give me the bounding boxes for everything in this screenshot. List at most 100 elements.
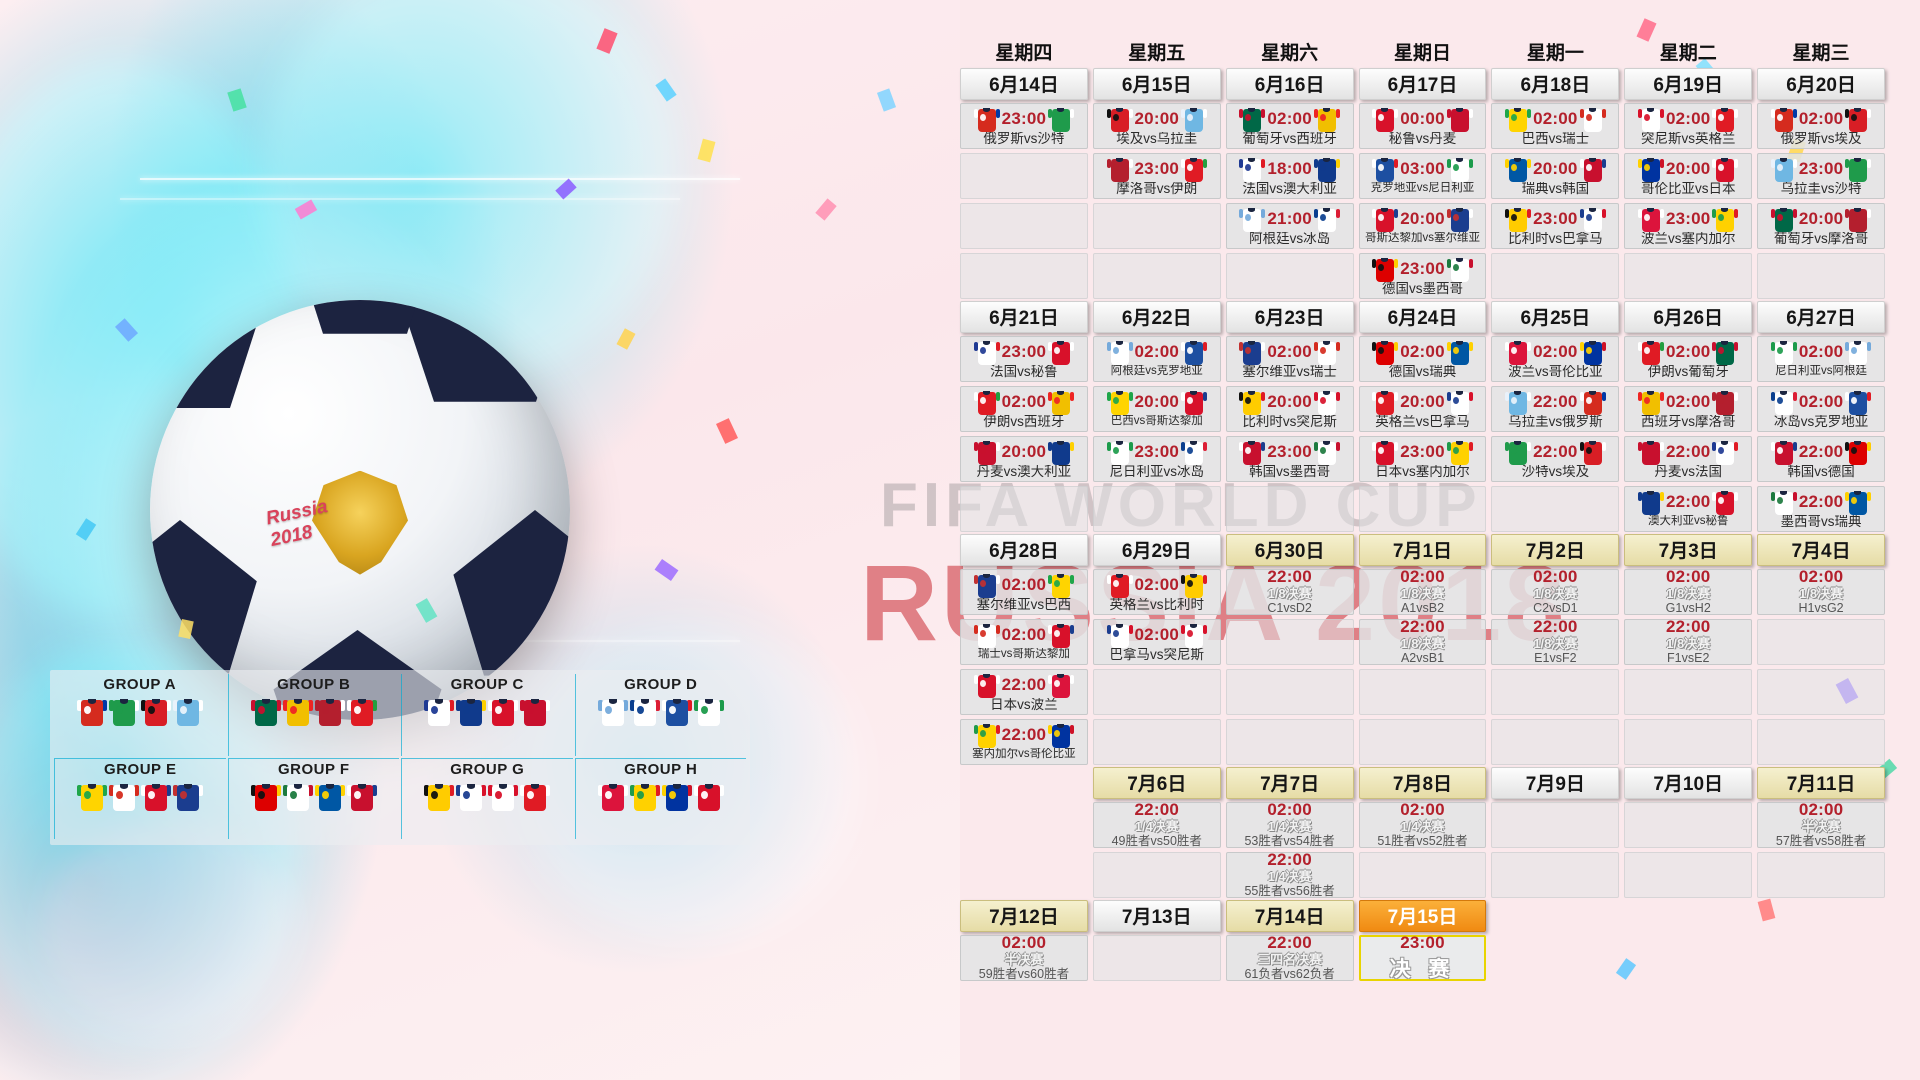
match-card[interactable]: 22:00 澳大利亚vs秘鲁: [1624, 486, 1753, 532]
date-cell-7月3日[interactable]: 7月3日: [1624, 534, 1753, 566]
match-card[interactable]: 02:00 巴拿马vs突尼斯: [1092, 619, 1221, 665]
match-card[interactable]: 22:00 塞内加尔vs哥伦比亚: [960, 719, 1088, 765]
match-card[interactable]: 02:00 西班牙vs摩洛哥: [1624, 386, 1753, 432]
group-box-e[interactable]: GROUP E: [54, 757, 226, 839]
match-card[interactable]: 02:00 尼日利亚vs阿根廷: [1757, 336, 1885, 382]
match-card[interactable]: 23:00 比利时vs巴拿马: [1491, 203, 1620, 249]
match-card[interactable]: 02:00 德国vs瑞典: [1358, 336, 1487, 382]
date-cell-7月11日[interactable]: 7月11日: [1757, 767, 1885, 799]
match-card[interactable]: 02:00 俄罗斯vs埃及: [1757, 103, 1885, 149]
date-cell-6月28日[interactable]: 6月28日: [960, 534, 1088, 566]
date-cell-7月7日[interactable]: 7月7日: [1225, 767, 1354, 799]
group-box-b[interactable]: GROUP B: [227, 674, 400, 756]
date-cell-6月21日[interactable]: 6月21日: [960, 301, 1088, 333]
match-card[interactable]: 22:00 1/4决赛 55胜者vs56胜者: [1225, 850, 1354, 898]
match-card[interactable]: 22:00 1/8决赛 A2vsB1: [1358, 617, 1487, 665]
date-cell-7月8日[interactable]: 7月8日: [1358, 767, 1487, 799]
match-card[interactable]: 02:00 伊朗vs葡萄牙: [1624, 336, 1753, 382]
date-cell-6月23日[interactable]: 6月23日: [1225, 301, 1354, 333]
match-card[interactable]: 02:00 塞尔维亚vs巴西: [960, 569, 1088, 615]
group-box-h[interactable]: GROUP H: [574, 757, 746, 839]
match-card[interactable]: 02:00 巴西vs瑞士: [1491, 103, 1620, 149]
match-card[interactable]: 20:00 埃及vs乌拉圭: [1092, 103, 1221, 149]
match-card[interactable]: 22:00 1/4决赛 49胜者vs50胜者: [1092, 800, 1221, 848]
group-box-c[interactable]: GROUP C: [401, 674, 573, 756]
match-card[interactable]: 02:00 半决赛 59胜者vs60胜者: [960, 933, 1088, 981]
match-card[interactable]: 20:00 瑞典vs韩国: [1491, 153, 1620, 199]
date-cell-6月25日[interactable]: 6月25日: [1491, 301, 1620, 333]
date-cell-7月1日[interactable]: 7月1日: [1358, 534, 1487, 566]
date-cell-7月9日[interactable]: 7月9日: [1491, 767, 1620, 799]
match-card[interactable]: 23:00 俄罗斯vs沙特: [960, 103, 1088, 149]
date-cell-6月14日[interactable]: 6月14日: [960, 68, 1088, 100]
match-card[interactable]: 23:00 乌拉圭vs沙特: [1757, 153, 1885, 199]
group-box-g[interactable]: GROUP G: [401, 757, 573, 839]
date-cell-7月6日[interactable]: 7月6日: [1092, 767, 1221, 799]
date-cell-6月26日[interactable]: 6月26日: [1624, 301, 1753, 333]
match-card[interactable]: 02:00 1/8决赛 H1vsG2: [1757, 567, 1885, 615]
date-cell-6月20日[interactable]: 6月20日: [1757, 68, 1885, 100]
date-cell-7月15日[interactable]: 7月15日: [1358, 900, 1487, 932]
match-card[interactable]: 22:00 丹麦vs法国: [1624, 436, 1753, 482]
match-card[interactable]: 02:00 伊朗vs西班牙: [960, 386, 1088, 432]
match-card[interactable]: 02:00 1/4决赛 51胜者vs52胜者: [1358, 800, 1487, 848]
match-card[interactable]: 02:00 塞尔维亚vs瑞士: [1225, 336, 1354, 382]
match-card[interactable]: 20:00 巴西vs哥斯达黎加: [1092, 386, 1221, 432]
match-card[interactable]: 23:00 韩国vs墨西哥: [1225, 436, 1354, 482]
group-box-a[interactable]: GROUP A: [54, 674, 226, 756]
match-card[interactable]: 22:00 日本vs波兰: [960, 669, 1088, 715]
match-card[interactable]: 02:00 半决赛 57胜者vs58胜者: [1757, 800, 1885, 848]
match-card[interactable]: 02:00 突尼斯vs英格兰: [1624, 103, 1753, 149]
date-cell-6月27日[interactable]: 6月27日: [1757, 301, 1885, 333]
match-card[interactable]: 02:00 葡萄牙vs西班牙: [1225, 103, 1354, 149]
date-cell-6月16日[interactable]: 6月16日: [1225, 68, 1354, 100]
date-cell-7月10日[interactable]: 7月10日: [1624, 767, 1753, 799]
date-cell-6月19日[interactable]: 6月19日: [1624, 68, 1753, 100]
match-card[interactable]: 20:00 英格兰vs巴拿马: [1358, 386, 1487, 432]
match-card[interactable]: 20:00 丹麦vs澳大利亚: [960, 436, 1088, 482]
match-card[interactable]: 02:00 英格兰vs比利时: [1092, 569, 1221, 615]
match-card[interactable]: 02:00 1/4决赛 53胜者vs54胜者: [1225, 800, 1354, 848]
date-cell-6月24日[interactable]: 6月24日: [1358, 301, 1487, 333]
match-card[interactable]: 23:00 尼日利亚vs冰岛: [1092, 436, 1221, 482]
match-card[interactable]: 23:00 法国vs秘鲁: [960, 336, 1088, 382]
match-card[interactable]: 02:00 波兰vs哥伦比亚: [1491, 336, 1620, 382]
date-cell-6月30日[interactable]: 6月30日: [1225, 534, 1354, 566]
match-card[interactable]: 18:00 法国vs澳大利亚: [1225, 153, 1354, 199]
match-card[interactable]: 03:00 克罗地亚vs尼日利亚: [1358, 153, 1487, 199]
match-card[interactable]: 00:00 秘鲁vs丹麦: [1358, 103, 1487, 149]
group-box-f[interactable]: GROUP F: [227, 757, 399, 839]
date-cell-6月17日[interactable]: 6月17日: [1358, 68, 1487, 100]
match-card[interactable]: 22:00 1/8决赛 C1vsD2: [1225, 567, 1354, 615]
match-card[interactable]: 23:00 决 赛: [1358, 933, 1487, 981]
match-card[interactable]: 22:00 沙特vs埃及: [1491, 436, 1620, 482]
match-card[interactable]: 22:00 1/8决赛 E1vsF2: [1491, 617, 1620, 665]
match-card[interactable]: 20:00 哥伦比亚vs日本: [1624, 153, 1753, 199]
match-card[interactable]: 02:00 1/8决赛 G1vsH2: [1624, 567, 1753, 615]
date-cell-7月13日[interactable]: 7月13日: [1092, 900, 1221, 932]
group-box-d[interactable]: GROUP D: [574, 674, 747, 756]
match-card[interactable]: 22:00 1/8决赛 F1vsE2: [1624, 617, 1753, 665]
date-cell-6月18日[interactable]: 6月18日: [1491, 68, 1620, 100]
match-card[interactable]: 23:00 摩洛哥vs伊朗: [1092, 153, 1221, 199]
match-card[interactable]: 23:00 波兰vs塞内加尔: [1624, 203, 1753, 249]
match-card[interactable]: 21:00 阿根廷vs冰岛: [1225, 203, 1354, 249]
match-card[interactable]: 02:00 1/8决赛 A1vsB2: [1358, 567, 1487, 615]
match-card[interactable]: 02:00 阿根廷vs克罗地亚: [1092, 336, 1221, 382]
date-cell-6月15日[interactable]: 6月15日: [1092, 68, 1221, 100]
match-card[interactable]: 22:00 墨西哥vs瑞典: [1757, 486, 1885, 532]
date-cell-7月14日[interactable]: 7月14日: [1225, 900, 1354, 932]
match-card[interactable]: 20:00 葡萄牙vs摩洛哥: [1757, 203, 1885, 249]
match-card[interactable]: 23:00 德国vs墨西哥: [1358, 253, 1487, 299]
date-cell-6月22日[interactable]: 6月22日: [1092, 301, 1221, 333]
date-cell-6月29日[interactable]: 6月29日: [1092, 534, 1221, 566]
match-card[interactable]: 20:00 比利时vs突尼斯: [1225, 386, 1354, 432]
match-card[interactable]: 22:00 乌拉圭vs俄罗斯: [1491, 386, 1620, 432]
match-card[interactable]: 02:00 冰岛vs克罗地亚: [1757, 386, 1885, 432]
match-card[interactable]: 02:00 瑞士vs哥斯达黎加: [960, 619, 1088, 665]
date-cell-7月2日[interactable]: 7月2日: [1491, 534, 1620, 566]
date-cell-7月12日[interactable]: 7月12日: [960, 900, 1088, 932]
match-card[interactable]: 20:00 哥斯达黎加vs塞尔维亚: [1358, 203, 1487, 249]
match-card[interactable]: 22:00 韩国vs德国: [1757, 436, 1885, 482]
date-cell-7月4日[interactable]: 7月4日: [1757, 534, 1885, 566]
